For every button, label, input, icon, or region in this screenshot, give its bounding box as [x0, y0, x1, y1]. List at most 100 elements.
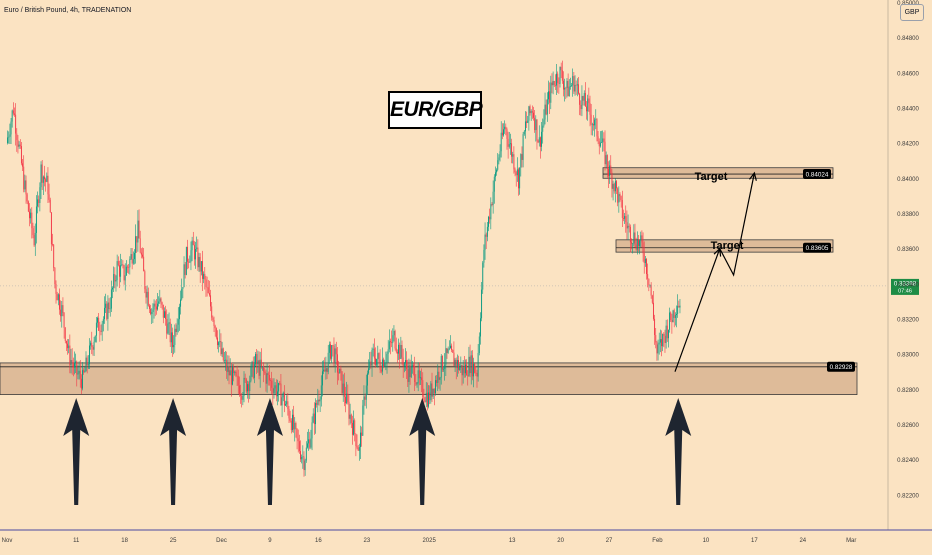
candle-body — [313, 413, 315, 425]
candle-body — [369, 361, 371, 369]
candle-body — [185, 246, 187, 275]
projected-path — [674, 172, 755, 372]
candle-body — [401, 345, 403, 358]
candle-body — [292, 414, 293, 431]
candle-body — [521, 154, 523, 160]
candle-body — [441, 355, 443, 370]
candle-body — [155, 306, 157, 310]
candle-body — [35, 206, 37, 233]
candle-body — [160, 298, 162, 303]
candle-body — [248, 384, 250, 391]
candle-body — [137, 220, 139, 243]
candle-body — [95, 322, 97, 336]
candle-body — [388, 341, 390, 350]
level-price-label: 0.83605 — [806, 245, 829, 252]
candle-body — [365, 385, 367, 400]
candle-body — [112, 287, 113, 290]
candle-body — [99, 330, 101, 332]
time-tick-label: Dec — [216, 538, 227, 544]
candle-body — [406, 360, 408, 370]
candle-body — [232, 367, 233, 385]
candle-body — [17, 140, 19, 147]
price-tick-label: 0.84400 — [897, 106, 919, 112]
candle-body — [132, 259, 134, 264]
candle-body — [666, 325, 668, 339]
candle-body — [677, 305, 679, 314]
candle-body — [37, 199, 39, 207]
candle-body — [482, 262, 484, 290]
candle-body — [605, 155, 607, 165]
candle-body — [304, 460, 306, 471]
candle-body — [65, 340, 67, 344]
candle-body — [587, 98, 589, 112]
candle-body — [383, 359, 385, 367]
candle-body — [479, 318, 481, 337]
candle-body — [667, 329, 669, 339]
candle-body — [295, 422, 297, 429]
candle-body — [328, 344, 330, 353]
candle-body — [27, 201, 29, 212]
candle-body — [282, 392, 284, 398]
candle-body — [558, 83, 560, 84]
candle-body — [15, 114, 17, 134]
candle-body — [97, 317, 98, 323]
candle-body — [270, 380, 271, 382]
candle-body — [534, 117, 536, 131]
candle-body — [42, 176, 44, 183]
candle-body — [633, 232, 635, 244]
candle-body — [484, 234, 486, 250]
time-tick-label: 2025 — [422, 538, 436, 544]
candle-body — [107, 302, 109, 319]
candle-body — [76, 361, 78, 375]
candle-body — [591, 124, 593, 125]
candle-body — [613, 183, 615, 192]
candle-body — [257, 360, 259, 365]
candle-body — [538, 137, 540, 143]
candle-body — [447, 348, 449, 353]
projected-arrow-head — [713, 247, 722, 257]
candle-body — [393, 330, 395, 336]
candle-body — [475, 372, 477, 374]
candle-body — [378, 353, 380, 360]
candle-body — [243, 377, 245, 396]
candle-body — [476, 372, 478, 377]
candle-body — [549, 91, 551, 103]
level-price-tag — [803, 169, 831, 180]
candle-body — [8, 136, 10, 138]
candle-body — [533, 112, 534, 118]
candle-body — [381, 359, 383, 372]
candle-body — [223, 360, 225, 361]
candle-body — [431, 383, 433, 397]
time-tick-label: Mar — [846, 538, 856, 544]
candle-body — [346, 393, 348, 404]
candle-body — [250, 366, 252, 381]
candle-body — [654, 318, 656, 336]
level-zone — [602, 167, 834, 179]
candle-body — [324, 369, 326, 372]
candle-body — [221, 348, 223, 355]
chart-title: EUR/GBP — [388, 91, 483, 129]
candle-body — [543, 119, 545, 126]
candle-body — [109, 308, 111, 310]
candle-body — [78, 370, 80, 374]
candle-body — [634, 232, 636, 245]
currency-button[interactable]: GBP — [900, 4, 924, 21]
candle-body — [664, 335, 666, 343]
candle-body — [356, 445, 358, 448]
candle-body — [508, 144, 510, 147]
candle-body — [485, 234, 487, 237]
candle-body — [355, 434, 357, 446]
candle-body — [165, 311, 167, 320]
candle-body — [136, 236, 138, 243]
candle-body — [70, 360, 72, 366]
candle-body — [60, 309, 62, 317]
candle-body — [375, 358, 376, 365]
candle-body — [453, 352, 455, 366]
candle-body — [75, 361, 77, 363]
candle-body — [294, 422, 296, 430]
candle-body — [581, 96, 583, 110]
candle-body — [426, 392, 428, 407]
candle-body — [237, 376, 239, 386]
